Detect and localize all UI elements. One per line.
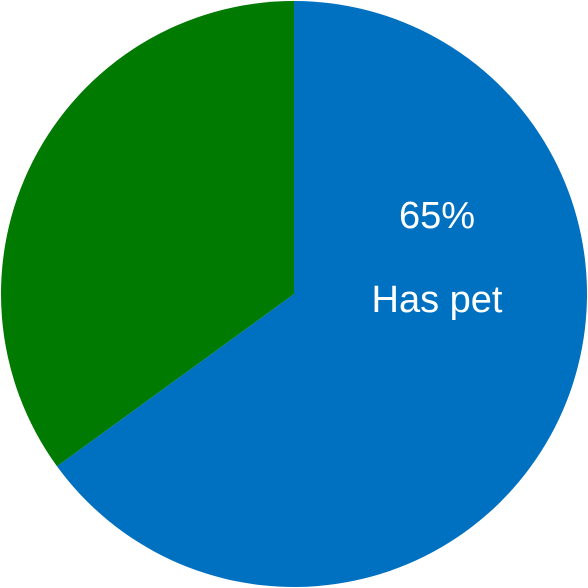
pie-labels: 65% Has pet — [372, 195, 503, 321]
pie-slice-0 — [56, 1, 588, 588]
slice-percent-label-has-pet: 65% — [399, 195, 475, 237]
slice-name-label-has-pet: Has pet — [372, 279, 503, 321]
pie-slice-1 — [0, 1, 294, 467]
